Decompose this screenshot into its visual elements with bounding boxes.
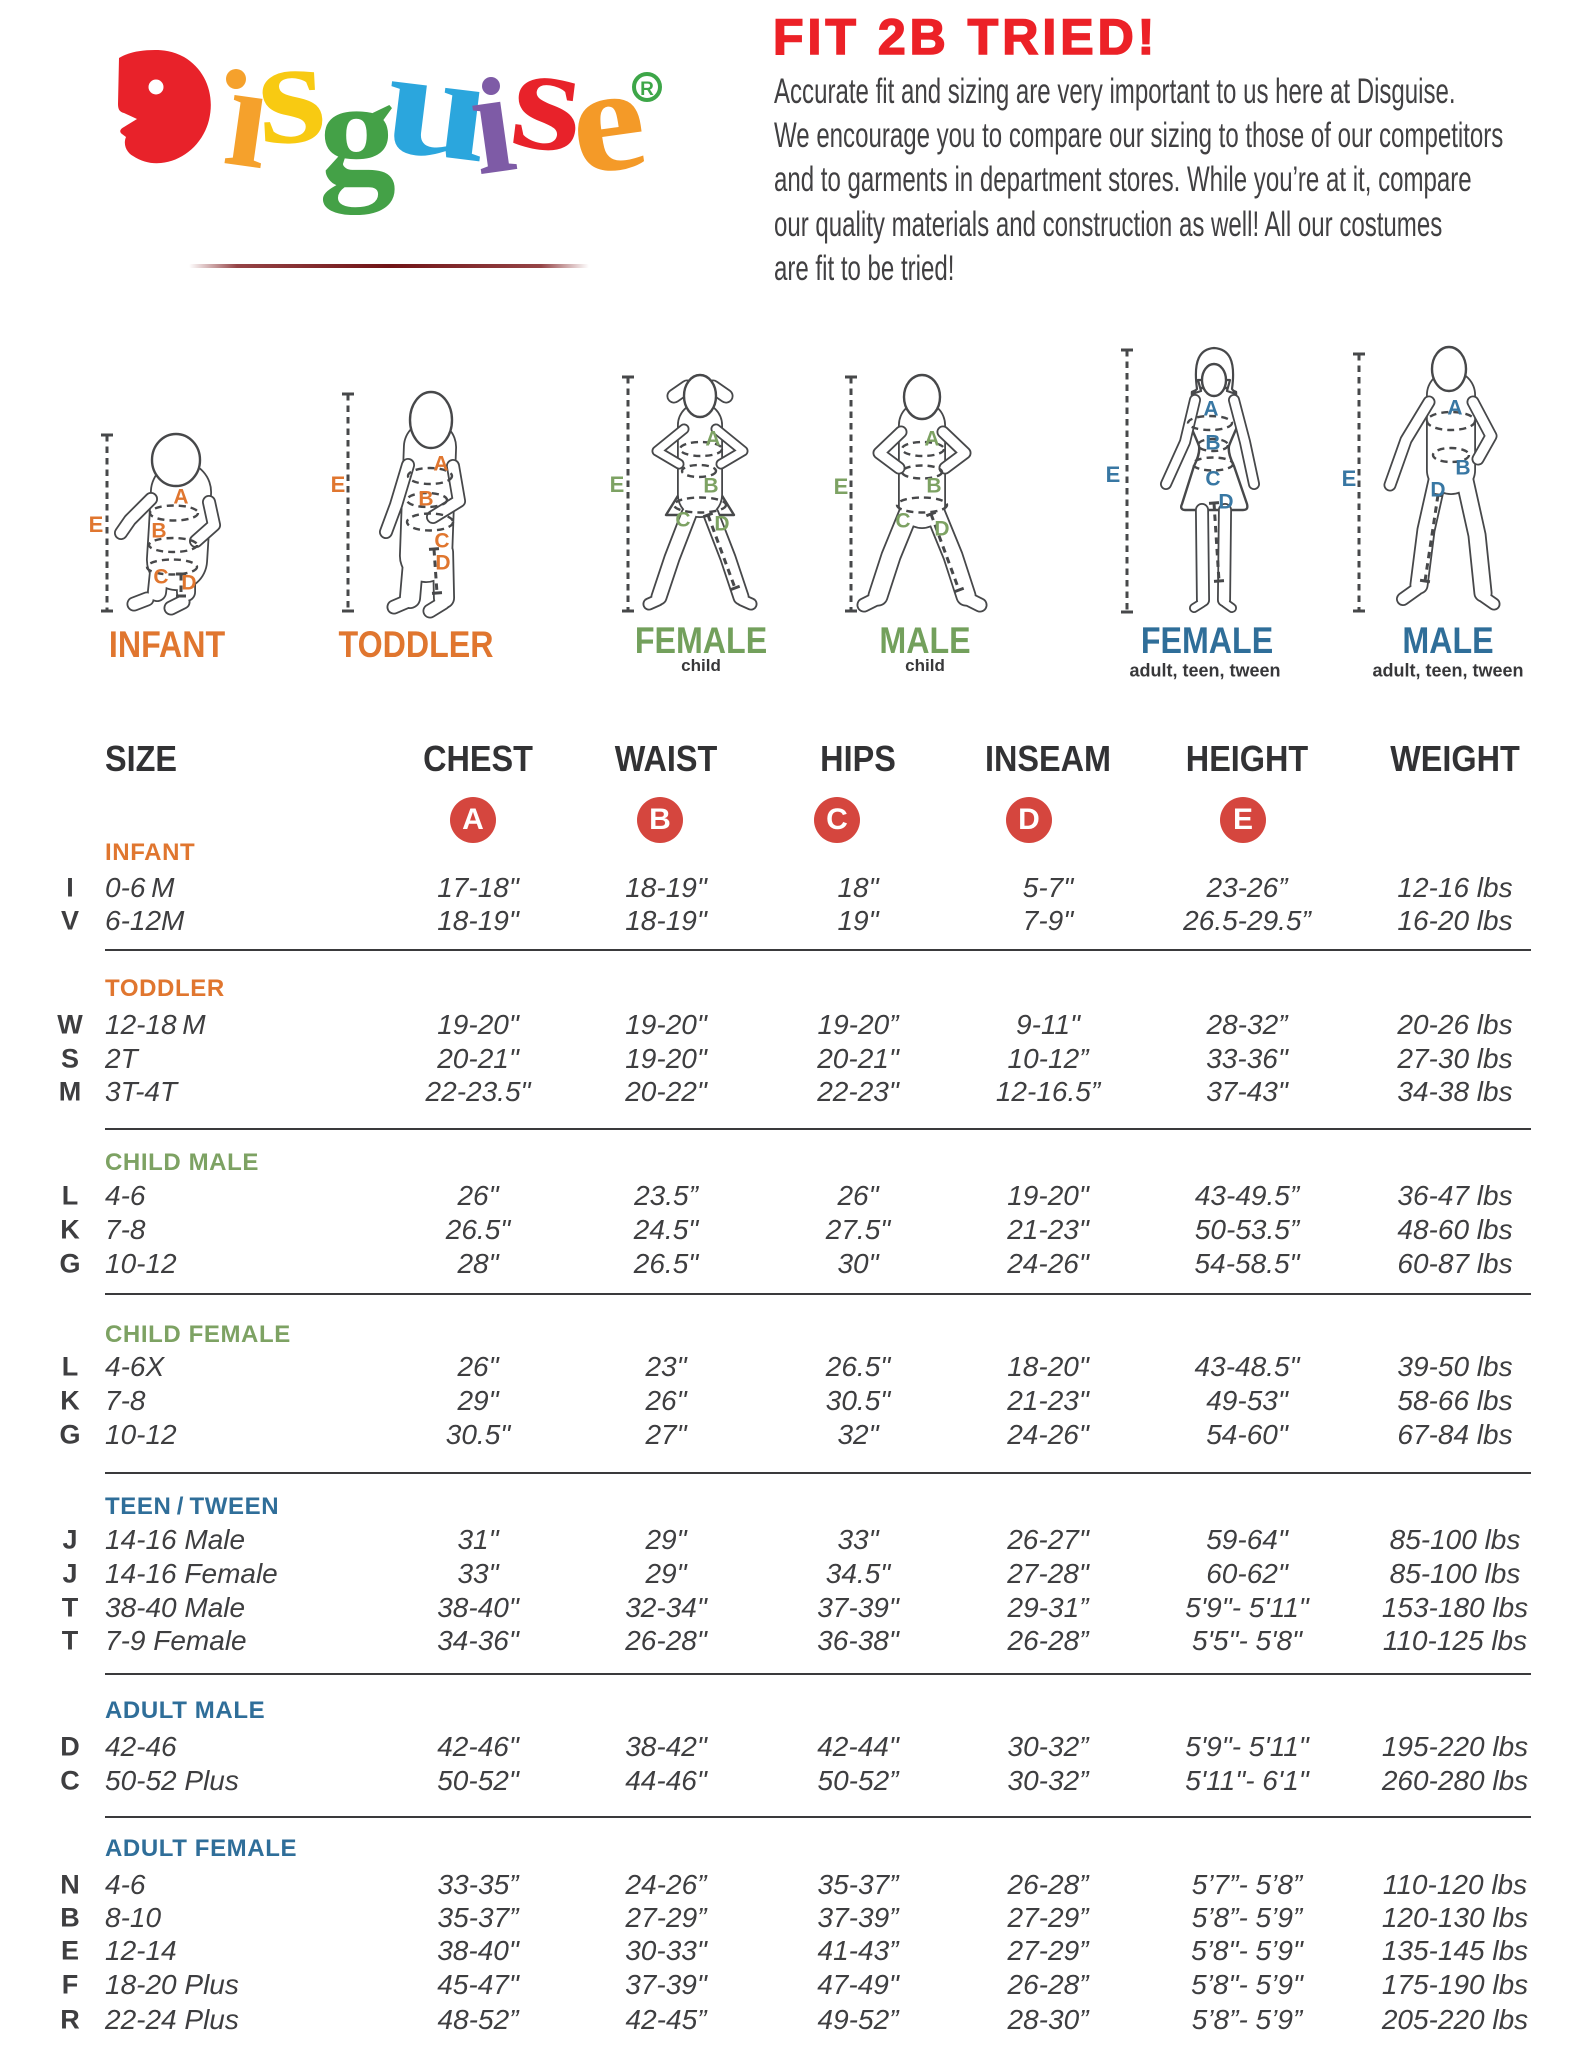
svg-text:D: D [435, 552, 450, 575]
svg-text:D: D [1218, 491, 1233, 514]
svg-text:C: C [675, 509, 690, 532]
svg-text:D: D [1430, 479, 1445, 502]
svg-text:A: A [433, 453, 448, 476]
svg-text:D: D [714, 513, 729, 536]
svg-text:B: B [151, 520, 166, 543]
svg-text:B: B [418, 488, 433, 511]
svg-text:E: E [89, 512, 104, 537]
svg-text:B: B [703, 475, 718, 498]
svg-text:R: R [640, 79, 654, 100]
svg-text:E: E [1106, 462, 1121, 487]
svg-text:D: D [181, 572, 196, 595]
svg-text:B: B [926, 475, 941, 498]
svg-text:C: C [434, 530, 449, 553]
svg-text:E: E [1342, 466, 1357, 491]
svg-text:A: A [924, 428, 939, 451]
svg-text:E: E [834, 474, 849, 499]
svg-text:A: A [1203, 398, 1218, 421]
svg-text:B: B [1205, 432, 1220, 455]
svg-text:C: C [1205, 468, 1220, 491]
svg-text:A: A [1447, 397, 1462, 420]
svg-text:E: E [610, 472, 625, 497]
svg-text:A: A [173, 486, 188, 509]
svg-text:D: D [934, 518, 949, 541]
svg-text:A: A [705, 428, 720, 451]
svg-text:B: B [1455, 457, 1470, 480]
svg-text:C: C [153, 566, 168, 589]
svg-text:E: E [331, 472, 346, 497]
svg-text:C: C [895, 510, 910, 533]
